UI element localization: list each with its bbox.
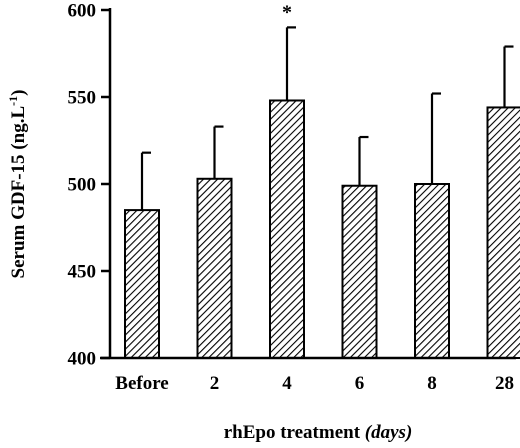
x-axis-title-unit: (days) xyxy=(365,422,412,443)
bar-Before xyxy=(124,209,160,359)
y-tick-label: 550 xyxy=(68,88,97,109)
y-tick-label: 600 xyxy=(68,1,97,22)
bar-6 xyxy=(341,184,378,359)
y-axis-ticks: 400 450 500 550 600 xyxy=(68,1,110,370)
y-axis-title-close: ) xyxy=(8,90,29,96)
bar-2 xyxy=(196,177,233,359)
error-bars-layer xyxy=(140,26,514,211)
bar-28 xyxy=(486,106,520,359)
annotations-layer: * xyxy=(282,1,292,23)
bar-4 xyxy=(269,99,305,359)
y-tick-label: 400 xyxy=(68,349,97,370)
y-axis-title-superscript: -1 xyxy=(6,96,20,106)
bars-layer xyxy=(124,99,520,359)
x-axis-title: rhEpo treatment (days) xyxy=(224,422,413,443)
y-axis-title-main: Serum GDF-15 (ng.L xyxy=(8,106,29,279)
x-tick-label: 2 xyxy=(210,373,220,394)
y-axis-title: Serum GDF-15 (ng.L-1) xyxy=(6,90,29,279)
x-axis-title-main: rhEpo treatment xyxy=(224,422,365,443)
x-tick-label: 8 xyxy=(427,373,437,394)
bar-8 xyxy=(414,183,450,359)
x-tick-label: Before xyxy=(115,373,168,394)
x-tick-label: 6 xyxy=(355,373,365,394)
significance-marker: * xyxy=(282,1,292,23)
x-axis-ticks: Before 2 4 6 8 28 xyxy=(115,373,514,394)
x-tick-label: 28 xyxy=(495,373,514,394)
x-tick-label: 4 xyxy=(282,373,292,394)
y-tick-label: 500 xyxy=(68,175,97,196)
y-tick-label: 450 xyxy=(68,262,97,283)
